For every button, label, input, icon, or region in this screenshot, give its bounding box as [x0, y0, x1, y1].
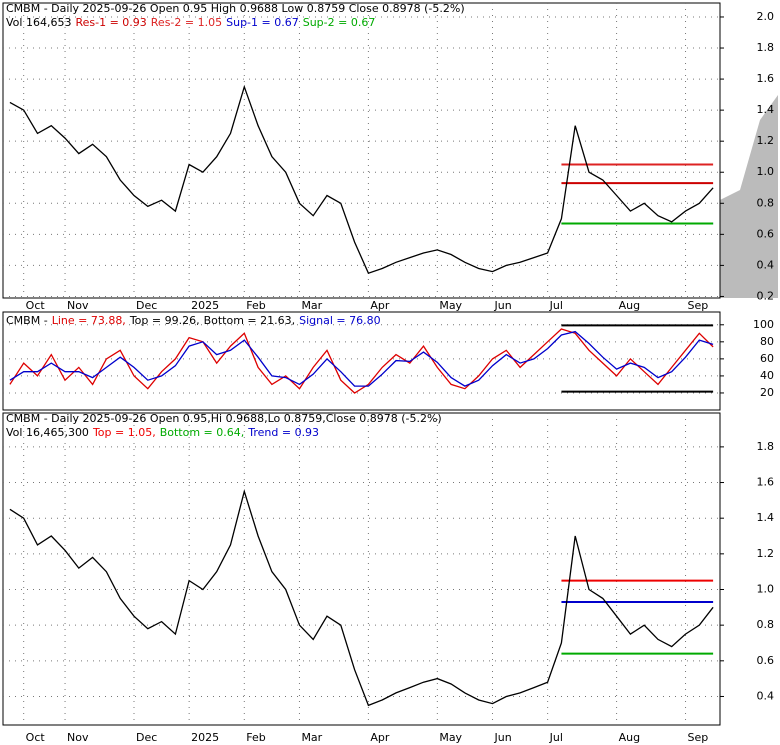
x-tick-label: Sep [688, 299, 709, 312]
level-label: Trend = 0.93 [248, 426, 320, 439]
y-tick-label: 2.0 [757, 10, 775, 23]
series-line [9, 489, 714, 707]
y-tick-label: 1.6 [757, 72, 775, 85]
y-tick-label: 0.6 [757, 227, 775, 240]
y-tick-label: 80 [760, 335, 774, 348]
plot-frame [2, 2, 721, 299]
x-tick-label: Oct [26, 731, 46, 744]
y-tick-label: 0.8 [757, 618, 775, 631]
y-tick-label: 0.8 [757, 196, 775, 209]
y-tick-label: 1.4 [757, 511, 775, 524]
y-tick-label: 20 [760, 386, 774, 399]
subtitle: Vol 164,653 [6, 16, 72, 29]
y-tick-label: 60 [760, 352, 774, 365]
level-label: Top = 99.26, [129, 314, 200, 327]
y-tick-label: 1.8 [757, 41, 775, 54]
level-label: Sup-1 = 0.67 [226, 16, 299, 29]
y-tick-label: 1.6 [757, 476, 775, 489]
level-label: Bottom = 0.64, [159, 426, 245, 439]
volume-profile [720, 95, 778, 298]
level-label: Res-1 = 0.93 [75, 16, 147, 29]
x-tick-label: Feb [246, 731, 265, 744]
x-tick-label: Oct [26, 299, 46, 312]
x-tick-label: 2025 [191, 299, 219, 312]
title: CMBM - [6, 314, 48, 327]
y-tick-label: 1.0 [757, 165, 775, 178]
x-tick-label: Nov [67, 731, 89, 744]
subtitle: Vol 16,465,300 [6, 426, 89, 439]
x-tick-label: Dec [136, 299, 157, 312]
header: CMBM - Daily 2025-09-26 Open 0.95 High 0… [6, 2, 469, 30]
y-tick-label: 100 [753, 318, 774, 331]
y-tick-label: 1.8 [757, 440, 775, 453]
level-label: Top = 1.05, [92, 426, 156, 439]
legend-entry: Line = 73.88, [51, 314, 126, 327]
series-line [9, 330, 714, 387]
x-tick-label: Aug [619, 731, 640, 744]
x-tick-label: Feb [246, 299, 265, 312]
x-tick-label: Jun [493, 299, 511, 312]
y-tick-label: 1.4 [757, 103, 775, 116]
y-tick-label: 0.4 [757, 258, 775, 271]
x-tick-label: Mar [301, 299, 322, 312]
x-tick-label: Dec [136, 731, 157, 744]
y-tick-label: 0.6 [757, 654, 775, 667]
x-tick-label: Jul [549, 731, 563, 744]
legend-entry: Signal = 76.80 [299, 314, 381, 327]
y-tick-label: 1.2 [757, 134, 775, 147]
plot-frame [2, 412, 721, 726]
y-tick-label: 0.4 [757, 689, 775, 702]
header: CMBM - Daily 2025-09-26 Open 0.95,Hi 0.9… [6, 412, 446, 440]
title: CMBM - Daily 2025-09-26 Open 0.95,Hi 0.9… [6, 412, 442, 425]
x-tick-label: Jun [493, 731, 511, 744]
x-tick-label: 2025 [191, 731, 219, 744]
level-label: Res-2 = 1.05 [150, 16, 223, 29]
y-tick-label: 40 [760, 369, 774, 382]
x-tick-label: Mar [301, 731, 322, 744]
level-label: Bottom = 21.63, [203, 314, 296, 327]
x-tick-label: Apr [370, 299, 390, 312]
x-tick-label: Sep [688, 731, 709, 744]
x-tick-label: Nov [67, 299, 89, 312]
level-label: Sup-2 = 0.67 [302, 16, 376, 29]
header: CMBM - Line = 73.88, Top = 99.26, Bottom = … [6, 314, 385, 328]
title: CMBM - Daily 2025-09-26 Open 0.95 High 0… [6, 2, 465, 15]
x-tick-label: May [439, 299, 462, 312]
y-tick-label: 1.0 [757, 583, 775, 596]
series-line [9, 84, 714, 275]
y-tick-label: 1.2 [757, 547, 775, 560]
x-tick-label: Aug [619, 299, 640, 312]
x-tick-label: May [439, 731, 462, 744]
y-tick-label: 0.2 [757, 289, 775, 302]
x-tick-label: Jul [549, 299, 563, 312]
x-tick-label: Apr [370, 731, 390, 744]
plot-frame [2, 311, 721, 411]
